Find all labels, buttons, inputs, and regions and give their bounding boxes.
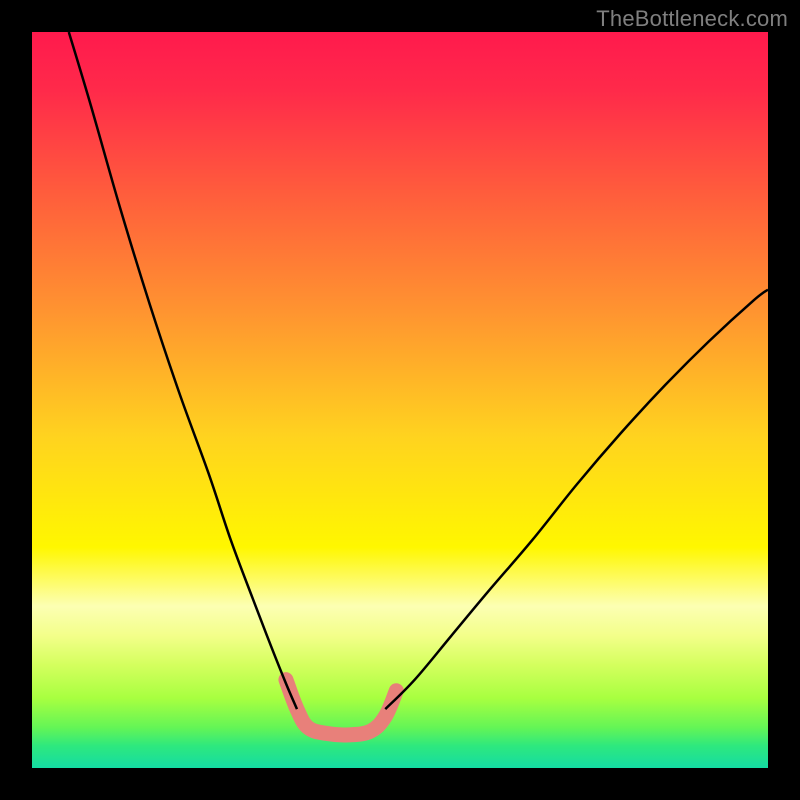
curve-right-branch	[385, 290, 768, 710]
plot-area	[32, 32, 768, 768]
valley-marker	[286, 680, 396, 735]
frame-border: TheBottleneck.com	[0, 0, 800, 800]
chart-curves-layer	[32, 32, 768, 768]
curve-left-branch	[69, 32, 297, 709]
watermark-text: TheBottleneck.com	[596, 6, 788, 32]
